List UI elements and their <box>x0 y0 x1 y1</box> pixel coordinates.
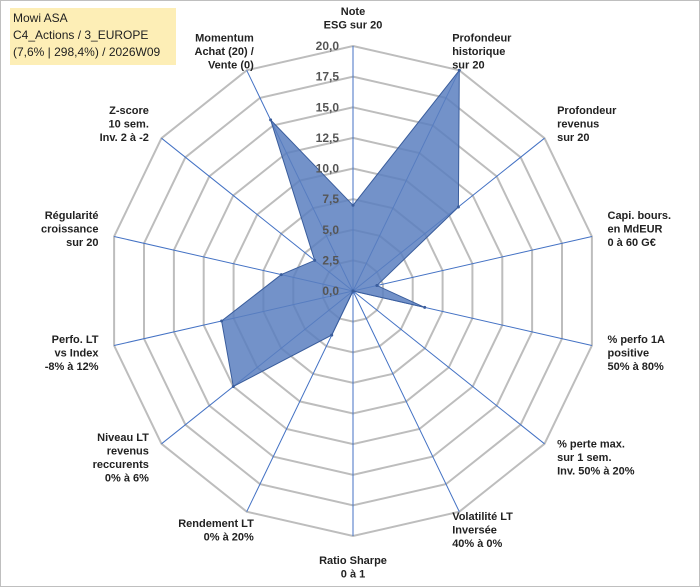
tick-label-8: 20,0 <box>316 39 340 53</box>
tick-label-2: 5,0 <box>322 223 339 237</box>
axis-label-1: Profondeur historique sur 20 <box>452 33 512 72</box>
axis-label-2: Profondeur revenus sur 20 <box>557 105 617 144</box>
axis-label-6: Volatilité LT Inversée 40% à 0% <box>452 511 513 550</box>
title-line-category: C4_Actions / 3_EUROPE <box>13 28 149 42</box>
data-point-9 <box>231 385 235 388</box>
tick-label-7: 17,5 <box>316 70 340 84</box>
axis-label-13: Momentum Achat (20) / Vente (0) <box>195 33 255 72</box>
series-area <box>221 68 460 388</box>
spoke-3 <box>352 236 593 292</box>
axis-label-9: Niveau LT revenus reccurents 0% à 6% <box>93 432 150 485</box>
tick-label-6: 15,0 <box>316 100 340 114</box>
spoke-5 <box>352 290 545 445</box>
tick-label-1: 2,5 <box>322 253 339 267</box>
data-point-10 <box>220 319 224 323</box>
data-point-12 <box>313 258 317 262</box>
axis-label-10: Perfo. LT vs Index -8% à 12% <box>45 334 100 373</box>
axis-label-11: Régularité croissance sur 20 <box>41 210 98 249</box>
data-point-3 <box>375 284 379 287</box>
title-line-company: Mowi ASA <box>13 11 68 25</box>
chart-title-box: Mowi ASA C4_Actions / 3_EUROPE (7,6% | 2… <box>10 8 176 65</box>
data-point-1 <box>457 68 461 72</box>
axis-label-8: Rendement LT 0% à 20% <box>178 518 254 544</box>
data-point-4 <box>423 305 427 309</box>
data-point-8 <box>330 333 334 337</box>
tick-label-0: 0,0 <box>322 284 339 298</box>
data-point-13 <box>269 118 273 122</box>
tick-label-4: 10,0 <box>316 162 340 176</box>
tick-label-5: 12,5 <box>316 131 340 145</box>
spoke-6 <box>352 290 460 512</box>
data-point-2 <box>456 205 460 209</box>
axis-label-12: Z-score 10 sem. Inv. 2 à -2 <box>100 105 149 144</box>
title-line-stats: (7,6% | 298,4%) / 2026W09 <box>13 45 161 59</box>
axis-label-0: Note ESG sur 20 <box>324 6 383 32</box>
axis-label-3: Capi. bours. en MdEUR 0 à 60 G€ <box>608 210 672 249</box>
data-point-7 <box>351 289 355 293</box>
data-point-0 <box>351 203 355 207</box>
axis-label-7: Ratio Sharpe 0 à 1 <box>319 555 387 581</box>
tick-label-3: 7,5 <box>322 192 339 206</box>
axis-label-4: % perfo 1A positive 50% à 80% <box>608 334 666 373</box>
data-point-11 <box>279 273 283 277</box>
axis-label-5: % perte max. sur 1 sem. Inv. 50% à 20% <box>557 439 635 478</box>
